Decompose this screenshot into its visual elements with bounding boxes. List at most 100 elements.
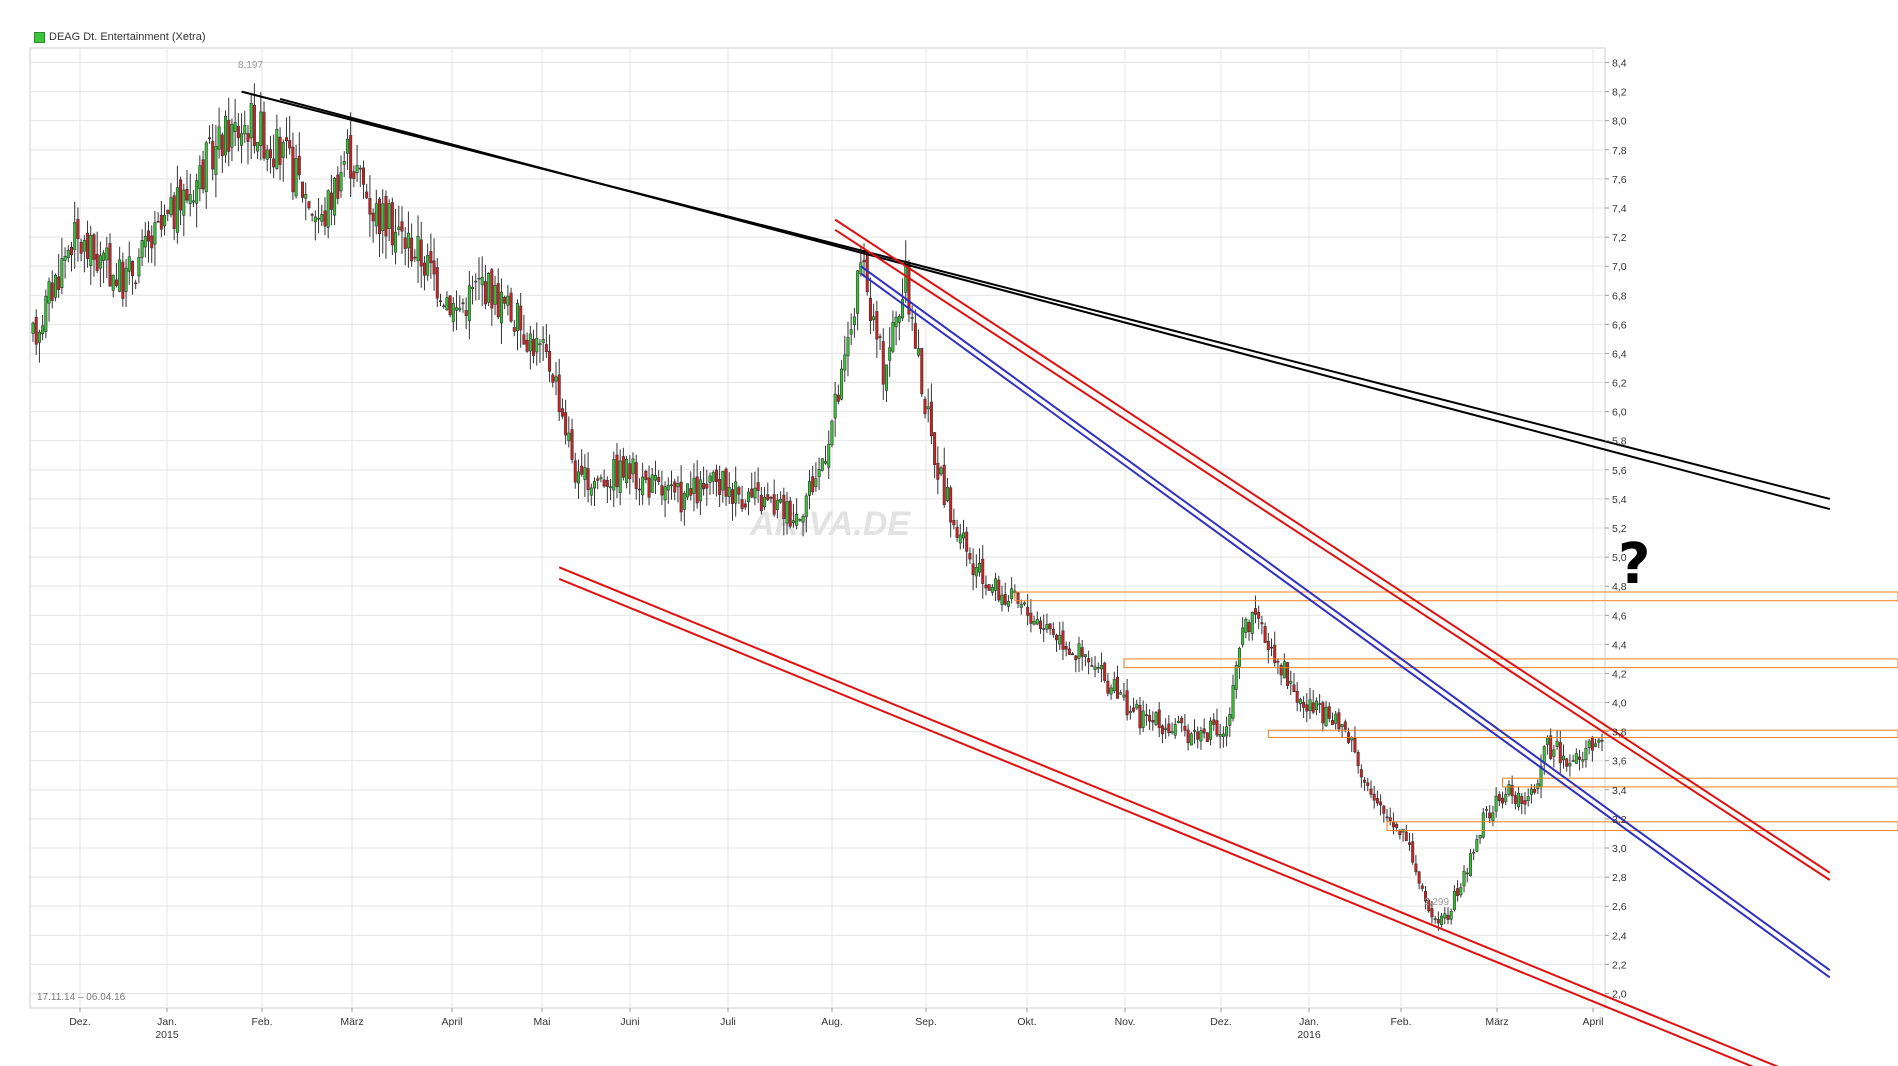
candle-body [1504,794,1508,802]
candle-body [1481,812,1485,838]
x-tick-label: Nov. [1115,1016,1136,1028]
candle-body [1247,622,1251,633]
candle-body [1391,822,1395,828]
candle-body [740,499,744,509]
candle-body [1090,665,1094,667]
candle-body [554,376,558,382]
candle-body [541,339,545,343]
candle-body [1167,723,1171,733]
candle-body [727,487,731,497]
x-tick-label: Juni [620,1016,639,1028]
candle-body [416,235,420,262]
candle-body [1590,737,1594,751]
candle-body [891,322,895,352]
candle-body [990,586,994,593]
candle-body [551,374,555,383]
candle-body [1083,654,1087,658]
candle-body [1215,720,1219,736]
x-tick-label: April [1582,1016,1603,1028]
candle-body [1270,646,1274,649]
date-range: 17.11.14 – 06.04.16 [37,992,126,1003]
candle-body [974,566,978,577]
candle-body [201,159,205,190]
candle-body [1209,720,1213,740]
candle-body [127,256,131,272]
candle-body [589,487,593,496]
candle-body [1298,699,1302,705]
candle-body [384,195,388,237]
candle-body [1513,795,1517,804]
candle-body [1173,724,1177,736]
candle-body [1507,784,1511,795]
candle-body [1099,665,1103,670]
candle-body [557,374,561,413]
candle-body [894,316,898,327]
candle-body [663,486,667,501]
candle-body [487,272,491,303]
trendlines [241,90,1831,1066]
horizontal-zone [1014,591,1898,602]
candle-body [856,270,860,314]
candle-body [907,263,911,315]
x-tick-label: Sep. [915,1016,937,1028]
candle-body [878,336,882,338]
candle-body [288,140,292,149]
y-tick-label: 7,4 [1612,203,1627,215]
candle-body [1305,704,1309,712]
candle-body [1292,684,1296,693]
candle-body [195,180,199,204]
x-tick-label: Aug. [821,1016,843,1028]
candle-body [586,468,590,491]
candle-body [827,443,831,468]
candle-body [868,297,872,322]
candle-body [1279,665,1283,676]
candle-body [875,311,879,340]
candle-body [217,126,221,150]
candle-body [310,214,314,216]
candle-body [628,463,632,480]
candle-body [307,201,311,209]
candle-body [147,230,151,242]
candle-body [345,138,349,154]
candle-body [1427,899,1431,912]
candle-body [1568,762,1572,767]
candle-body [1491,812,1495,822]
candle-body [448,295,452,316]
candle-body [1330,720,1334,725]
candle-body [114,279,118,286]
candle-body [1231,685,1235,719]
chart-legend: DEAG Dt. Entertainment (Xetra) [34,31,206,43]
candle-body [811,476,815,493]
candle-body [73,222,77,251]
x-tick-label: Mai [534,1016,551,1028]
candle-body [211,141,215,170]
candle-body [1334,713,1338,724]
candle-body [329,192,333,210]
candle-body [779,498,783,503]
candle-body [1080,647,1084,657]
candle-body [105,247,109,261]
candle-body [1372,793,1376,801]
candle-body [1488,812,1492,819]
candle-body [1581,759,1585,762]
candle-body [227,119,231,152]
candle-body [1151,720,1155,723]
candle-body [294,158,298,197]
candle-body [984,584,988,589]
candle-body [923,398,927,415]
candle-body [1045,624,1049,630]
candle-body [474,280,478,283]
trendline [860,265,1831,971]
candle-body [1545,737,1549,745]
trendline [279,97,1831,511]
y-tick-label: 4,2 [1612,668,1627,680]
candle-body [1119,692,1123,695]
candle-body [432,260,436,275]
candle-body [490,269,494,309]
candle-body [53,275,57,298]
candle-body [480,276,484,286]
candle-body [1237,647,1241,667]
candle-body [406,232,410,249]
candle-body [955,526,959,538]
